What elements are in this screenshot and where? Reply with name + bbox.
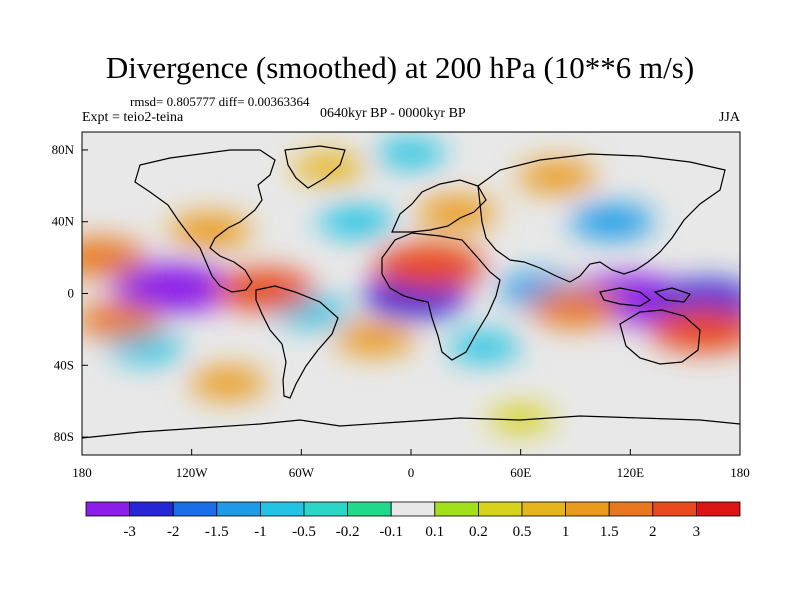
colorbar-swatch (390, 501, 436, 517)
colorbar-swatch (565, 501, 610, 517)
colorbar-swatch (477, 501, 523, 517)
colorbar-swatch (696, 501, 741, 517)
coast-antarctica (82, 415, 740, 439)
colorbar-swatch (521, 501, 566, 517)
x-tick-label: 180 (72, 465, 92, 480)
northern-siberia-divergence (518, 160, 597, 194)
north-africa-divergence (373, 243, 486, 290)
x-tick-label: 60E (510, 465, 531, 480)
experiment-label: Expt = teio2-teina (82, 110, 184, 125)
coast-australia (619, 309, 701, 365)
colorbar-swatch (652, 501, 697, 517)
period-label: 0640kyr BP - 0000kyr BP (320, 106, 466, 121)
chart-title: Divergence (smoothed) at 200 hPa (10**6 … (105, 50, 695, 85)
divergence-field (82, 138, 740, 433)
field-blobs (82, 138, 740, 433)
x-tick-label: 120W (176, 465, 209, 480)
colorbar-label: -2 (167, 524, 180, 540)
colorbar-label: -0.2 (336, 524, 360, 540)
colorbar-swatch (347, 501, 392, 517)
stats-label: rmsd= 0.805777 diff= 0.00363364 (130, 94, 310, 109)
europe-divergence (416, 195, 497, 230)
x-tick-label: 0 (408, 465, 415, 480)
colorbar-label: 0.1 (425, 524, 444, 540)
arctic-convergence (376, 138, 446, 169)
colorbar-label: 3 (693, 524, 701, 540)
colorbar-label: 2 (649, 524, 657, 540)
x-tick-label: 180 (730, 465, 750, 480)
southern-ocean-divergence (190, 367, 267, 400)
eastern-pacific-convergence (113, 263, 234, 313)
colorbar-swatch (129, 501, 174, 517)
maritime-continent-divergence (529, 288, 622, 328)
colorbar-swatch (434, 501, 479, 517)
colorbar-swatch (608, 501, 654, 517)
central-america-divergence (214, 269, 315, 311)
coast-south-america (255, 285, 339, 399)
colorbar-swatch (259, 501, 305, 517)
colorbar-label: 1 (562, 524, 570, 540)
season-label: JJA (718, 110, 740, 125)
coast-greenland (284, 145, 346, 189)
south-atlantic-divergence (334, 321, 415, 356)
south-pacific-convergence (108, 331, 183, 363)
y-tick-label: 40S (54, 357, 74, 372)
colorbar-label: -1 (254, 524, 267, 540)
greenland-divergence (292, 152, 365, 184)
colorbar-label: -1.5 (205, 524, 229, 540)
colorbar-label: 0.5 (513, 524, 532, 540)
colorbar-swatch (172, 501, 218, 517)
east-pacific-south-divergence (82, 302, 162, 339)
colorbar: -3 -2 -1.5 -1 -0.5 -0.2 -0.1 0.1 0.2 0.5 1 1.5 2 3 (85, 501, 741, 540)
colorbar-swatch (85, 501, 130, 517)
axes: 180 120W 60W 0 60E 120E 180 80N 40N 0 40S 80S (52, 142, 750, 480)
y-tick-label: 80S (54, 429, 74, 444)
y-tick-label: 40N (52, 214, 75, 229)
north-atlantic-convergence (318, 205, 395, 238)
x-tick-label: 120E (617, 465, 645, 480)
colorbar-label: -0.5 (292, 524, 316, 540)
coast-maritime-islands (599, 287, 691, 307)
y-tick-label: 0 (68, 286, 75, 301)
antarctic-ring (488, 405, 553, 433)
southern-indian-convergence (448, 332, 521, 363)
north-pacific-divergence (82, 238, 147, 277)
coast-asia (477, 153, 726, 283)
colorbar-label: -0.1 (379, 524, 403, 540)
coast-africa (381, 232, 501, 361)
north-america-divergence (168, 213, 251, 248)
siberia-convergence (570, 204, 655, 240)
australia-divergence (649, 306, 740, 352)
coastlines (82, 145, 740, 439)
colorbar-label: 1.5 (600, 524, 619, 540)
coast-north-america (134, 149, 276, 293)
coast-europe (391, 179, 487, 233)
colorbar-label: 0.2 (469, 524, 488, 540)
colorbar-swatch (303, 501, 348, 517)
colorbar-label: -3 (123, 524, 136, 540)
y-tick-label: 80N (52, 142, 75, 157)
x-tick-label: 60W (289, 465, 315, 480)
colorbar-swatch (216, 501, 261, 517)
